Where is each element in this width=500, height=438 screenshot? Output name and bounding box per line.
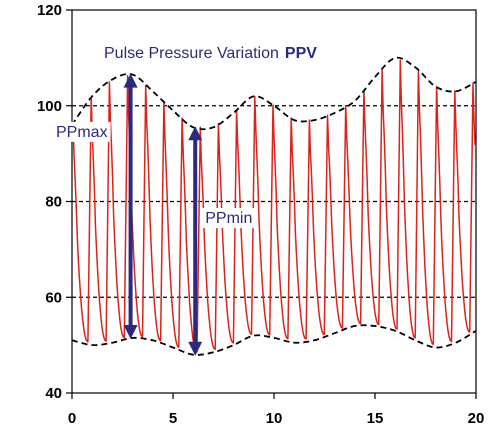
x-axis: 0 5 10 15 20 <box>68 393 485 427</box>
x-tick-label: 0 <box>68 410 76 427</box>
x-tick-label: 10 <box>266 410 283 427</box>
y-tick-label: 120 <box>37 2 62 19</box>
x-tick-label: 15 <box>367 410 384 427</box>
y-tick-label: 40 <box>45 385 62 402</box>
annotations: PPmax PPmin <box>53 73 256 356</box>
x-tick-label: 5 <box>169 410 177 427</box>
pulse-signal <box>72 59 476 353</box>
ppmax-arrow-head-top <box>123 73 138 88</box>
y-axis: 40 60 80 100 120 <box>37 2 72 402</box>
x-tick-label: 20 <box>468 410 485 427</box>
lower-envelope-line <box>71 324 477 356</box>
chart-title: Pulse Pressure Variation PPV <box>104 45 317 62</box>
pulse-signal-line <box>72 59 476 353</box>
y-tick-label: 60 <box>45 289 62 306</box>
ppmax-label-bg <box>53 121 111 142</box>
ppmin-arrow-head-top <box>188 126 203 141</box>
chart-title-emphasis: PPV <box>285 45 317 62</box>
ppmax-arrow-head-bottom <box>123 324 138 339</box>
ppmin-label: PPmin <box>205 210 252 227</box>
y-tick-label: 100 <box>37 98 62 115</box>
y-tick-label: 80 <box>45 194 62 211</box>
ppmin-arrow-head-bottom <box>188 341 203 356</box>
upper-envelope-line <box>71 56 477 131</box>
pressure-envelopes <box>71 56 477 356</box>
ppmin-label-bg <box>202 208 256 229</box>
chart-title-text: Pulse Pressure Variation <box>104 45 279 62</box>
ppmax-label: PPmax <box>56 124 108 141</box>
